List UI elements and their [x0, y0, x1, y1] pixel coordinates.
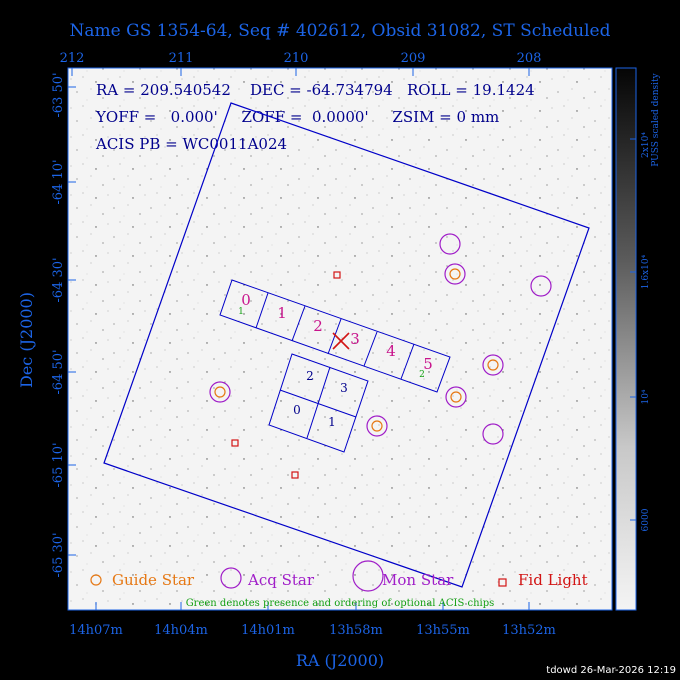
- legend-guide-label: Guide Star: [112, 571, 195, 589]
- acq-star-icon: [209, 381, 231, 403]
- acis-s-chips: [219, 279, 451, 393]
- info-line-2: YOFF = 0.000' ZOFF = 0.0000' ZSIM = 0 mm: [95, 108, 499, 126]
- ccd-s-label: 0: [241, 291, 251, 309]
- info-line-3: ACIS PB = WC0011A024: [95, 135, 287, 153]
- ccd-i-label: 1: [328, 415, 336, 429]
- bottom-tick-label: 14h01m: [241, 623, 295, 638]
- ccd-i-label: 3: [340, 381, 348, 395]
- legend-acq-label: Acq Star: [247, 571, 315, 589]
- bottom-tick-label: 13h58m: [329, 623, 383, 638]
- guide-star-icon: [449, 268, 461, 280]
- legend-note: Green denotes presence and ordering of o…: [186, 598, 495, 609]
- acq-star-icon: [445, 386, 467, 408]
- y-axis-label: Dec (J2000): [17, 292, 36, 388]
- colorbar-label: 2x10⁴: [641, 132, 651, 158]
- left-tick-label: -63 50': [51, 72, 66, 117]
- acis-s-labels: 0 1 2 3 4 5: [241, 291, 433, 373]
- aimpoint-cross-icon: [332, 332, 350, 350]
- optional-chip-marks: 1 2: [238, 307, 425, 380]
- bottom-tick-label: 14h07m: [69, 623, 123, 638]
- bottom-tick-label: 14h04m: [154, 623, 208, 638]
- legend-fid-label: Fid Light: [518, 571, 588, 589]
- ccd-s-label: 3: [350, 330, 360, 348]
- optional-mark: 2: [419, 370, 425, 380]
- bottom-tick-label: 13h52m: [502, 623, 556, 638]
- x-axis-label: RA (J2000): [296, 651, 384, 670]
- top-tick-labels: 212 211 210 209 208: [60, 51, 542, 66]
- info-line-1: RA = 209.540542 DEC = -64.734794 ROLL = …: [96, 81, 535, 99]
- ccd-s-label: 4: [386, 342, 396, 360]
- guide-stars: [214, 268, 499, 432]
- left-tick-label: -64 10': [51, 159, 66, 204]
- bottom-tick-label: 13h55m: [416, 623, 470, 638]
- top-tick-label: 211: [169, 51, 194, 66]
- left-tick-label: -65 10': [51, 442, 66, 487]
- ccd-s-label: 2: [313, 317, 323, 335]
- top-tick-label: 210: [284, 51, 309, 66]
- left-tick-label: -64 30': [51, 257, 66, 302]
- guide-star-icon: [371, 420, 383, 432]
- acis-i-labels: 2 3 0 1: [293, 369, 348, 429]
- acq-star-icon: [482, 354, 504, 376]
- top-tick-label: 209: [401, 51, 426, 66]
- colorbar-title: PUSS scaled density: [651, 72, 661, 166]
- fid-light-icon: [333, 271, 341, 279]
- legend-mon-label: Mon Star: [382, 571, 454, 589]
- legend-acq-icon: [220, 567, 242, 589]
- acq-star-icon: [366, 415, 388, 437]
- guide-star-icon: [450, 391, 462, 403]
- ccd-i-label: 2: [306, 369, 314, 383]
- top-tick-label: 208: [517, 51, 542, 66]
- left-tick-label: -65 30': [51, 532, 66, 577]
- optional-mark: 1: [238, 307, 244, 317]
- colorbar-label: 10⁴: [641, 389, 651, 404]
- legend-fid-icon: [498, 578, 507, 587]
- left-tick-labels: -63 50' -64 10' -64 30' -64 50' -65 10' …: [51, 72, 66, 577]
- info-block: RA = 209.540542 DEC = -64.734794 ROLL = …: [95, 81, 535, 153]
- colorbar-ramp: [615, 67, 637, 611]
- left-tick-label: -64 50': [51, 349, 66, 394]
- ccd-i-label: 0: [293, 403, 301, 417]
- acq-star-icon: [439, 233, 461, 255]
- fid-lights: [231, 271, 341, 479]
- legend: Guide Star Acq Star Mon Star Fid Light G…: [90, 560, 588, 609]
- legend-guide-icon: [90, 574, 102, 586]
- ccd-s-label: 5: [423, 355, 433, 373]
- acq-star-icon: [444, 263, 466, 285]
- footer-stamp: tdowd 26-Mar-2026 12:19: [546, 665, 676, 676]
- field-of-view-box: [103, 102, 590, 588]
- acq-stars: [209, 233, 552, 445]
- legend-mon-icon: [352, 560, 384, 592]
- fid-light-icon: [231, 439, 239, 447]
- chart-title: Name GS 1354-64, Seq # 402612, Obsid 310…: [70, 21, 611, 41]
- ccd-s-label: 1: [277, 304, 287, 322]
- top-tick-label: 212: [60, 51, 85, 66]
- colorbar: 2x10⁴ 1.6x10⁴ 10⁴ 6000 PUSS scaled densi…: [615, 67, 661, 611]
- fid-light-icon: [291, 471, 299, 479]
- acq-star-icon: [482, 423, 504, 445]
- acis-i-chips: [268, 353, 369, 453]
- guide-star-icon: [487, 359, 499, 371]
- acq-star-icon: [530, 275, 552, 297]
- colorbar-label: 6000: [641, 508, 651, 531]
- guide-star-icon: [214, 386, 226, 398]
- colorbar-label: 1.6x10⁴: [641, 254, 651, 289]
- tick-marks: [68, 68, 530, 610]
- bottom-tick-labels: 14h07m 14h04m 14h01m 13h58m 13h55m 13h52…: [69, 623, 556, 638]
